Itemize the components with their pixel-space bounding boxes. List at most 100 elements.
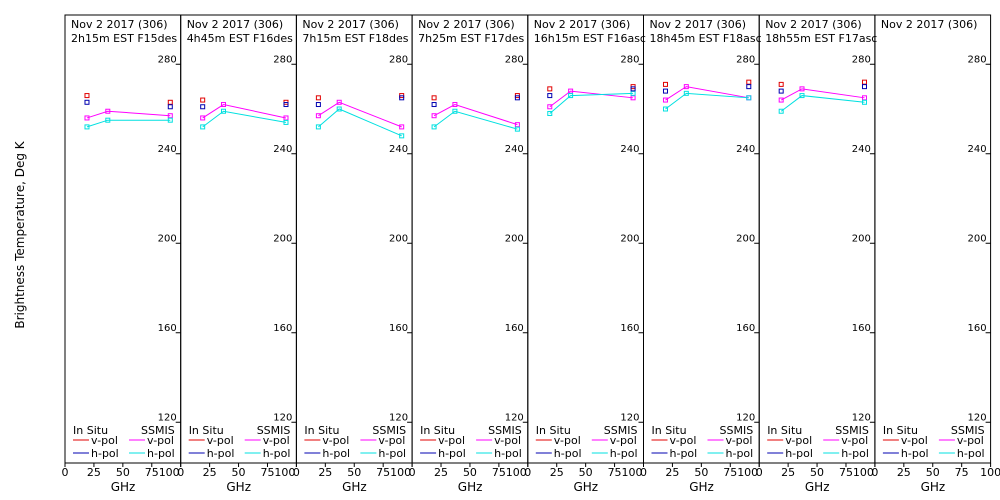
x-tick-label: 50 [926,466,940,479]
ssmis-v-line [86,110,171,119]
x-axis-label: GHz [111,480,136,494]
x-tick-label: 75 [492,466,506,479]
x-tick-label: 50 [116,466,130,479]
insitu-h-point [630,86,636,92]
y-tick-label: 240 [736,144,755,155]
ssmis-v-point [200,115,206,121]
legend-ssmis-vpol-label: v-pol [957,434,984,447]
ssmis-v-line [202,103,287,119]
legend-insitu-hpol-label: h-pol [207,447,235,460]
legend-ssmis-vpol-label: v-pol [610,434,637,447]
y-tick-label: 120 [389,412,408,423]
panel-title: 4h45m EST F16des [187,32,293,45]
x-tick-label: 100 [737,466,758,479]
x-tick-label: 100 [274,466,295,479]
x-tick-label: 0 [871,466,878,479]
insitu-v-point [315,95,321,101]
y-tick-label: 160 [620,323,639,334]
ssmis-h-point [431,124,437,130]
ssmis-h-line [433,110,518,130]
y-tick-label: 160 [736,323,755,334]
ssmis-v-line [780,88,865,101]
x-tick-label: 0 [409,466,416,479]
insitu-h-point [167,104,173,110]
x-tick-label: 100 [622,466,643,479]
ssmis-h-point [746,95,752,101]
insitu-h-point [746,84,752,90]
legend-insitu-title: In Situ [73,424,108,437]
ssmis-v-line [318,101,402,128]
y-tick-label: 240 [389,144,408,155]
legend-ssmis-title: SSMIS [951,424,985,437]
y-tick-label: 200 [620,233,639,244]
y-tick-label: 200 [158,233,177,244]
panel-date: Nov 2 2017 (306) [881,18,978,31]
panel-date: Nov 2 2017 (306) [302,18,399,31]
x-tick-label: 0 [640,466,647,479]
insitu-v-point [431,95,437,101]
ssmis-h-point [799,93,805,99]
legend-ssmis-hpol-label: h-pol [610,447,638,460]
y-tick-label: 120 [158,412,177,423]
insitu-h-point [84,99,90,105]
ssmis-h-point [200,124,206,130]
legend-insitu-hpol-label: h-pol [438,447,466,460]
panel-date: Nov 2 2017 (306) [71,18,168,31]
y-tick-label: 280 [505,54,524,65]
ssmis-v-point [221,102,227,108]
insitu-h-point [431,102,437,108]
legend-insitu-vpol-label: v-pol [322,434,349,447]
insitu-h-point [315,102,321,108]
x-tick-label: 25 [781,466,795,479]
y-tick-label: 240 [505,144,524,155]
legend-insitu-hpol-label: h-pol [91,447,119,460]
legend-ssmis-hpol-label: h-pol [957,447,985,460]
y-tick-label: 200 [505,233,524,244]
panel-date: Nov 2 2017 (306) [534,18,631,31]
legend-ssmis-title: SSMIS [372,424,406,437]
ssmis-h-line [202,110,287,128]
x-tick-label: 50 [810,466,824,479]
y-tick-label: 240 [273,144,292,155]
panel-2: Nov 2 2017 (306)4h45m EST F16des 120 160 20… [177,14,297,494]
legend-insitu-title: In Situ [420,424,455,437]
x-tick-label: 50 [232,466,246,479]
panel-title: 18h45m EST F18asc [650,32,762,45]
ssmis-h-line [86,119,171,128]
ssmis-v-point [84,115,90,121]
legend-ssmis-hpol-label: h-pol [263,447,291,460]
x-tick-label: 25 [203,466,217,479]
ssmis-h-point [399,133,405,139]
legend-ssmis-title: SSMIS [604,424,638,437]
x-axis-label: GHz [921,480,946,494]
x-tick-label: 75 [260,466,274,479]
panel-title: 16h15m EST F16asc [534,32,646,45]
x-tick-label: 50 [694,466,708,479]
x-axis-label: GHz [573,480,598,494]
y-tick-label: 240 [852,144,871,155]
y-tick-label: 160 [273,323,292,334]
x-axis-label: GHz [342,480,367,494]
panel-date: Nov 2 2017 (306) [418,18,515,31]
ssmis-v-line [665,86,749,101]
ssmis-v-point [431,113,437,119]
ssmis-h-line [318,108,402,137]
insitu-h-point [399,95,405,101]
x-tick-label: 100 [390,466,411,479]
panel-5: Nov 2 2017 (306)16h15m EST F16asc 120 160 2… [524,14,646,494]
x-axis-label: GHz [689,480,714,494]
legend-ssmis-hpol-label: h-pol [726,447,754,460]
legend-ssmis-hpol-label: h-pol [378,447,406,460]
ssmis-h-point [167,117,173,123]
ssmis-v-line [549,90,634,108]
insitu-v-point [861,79,867,85]
panel-8: Nov 2 2017 (306) 120 160 200 240 280 0 25 50 75 10… [871,14,1000,494]
x-tick-label: 50 [463,466,477,479]
legend-insitu-vpol-label: v-pol [901,434,928,447]
panel-title: 18h55m EST F17asc [765,32,877,45]
ssmis-v-point [547,104,553,110]
legend-ssmis-hpol-label: h-pol [494,447,522,460]
y-tick-label: 120 [852,412,871,423]
ssmis-h-line [549,92,634,114]
